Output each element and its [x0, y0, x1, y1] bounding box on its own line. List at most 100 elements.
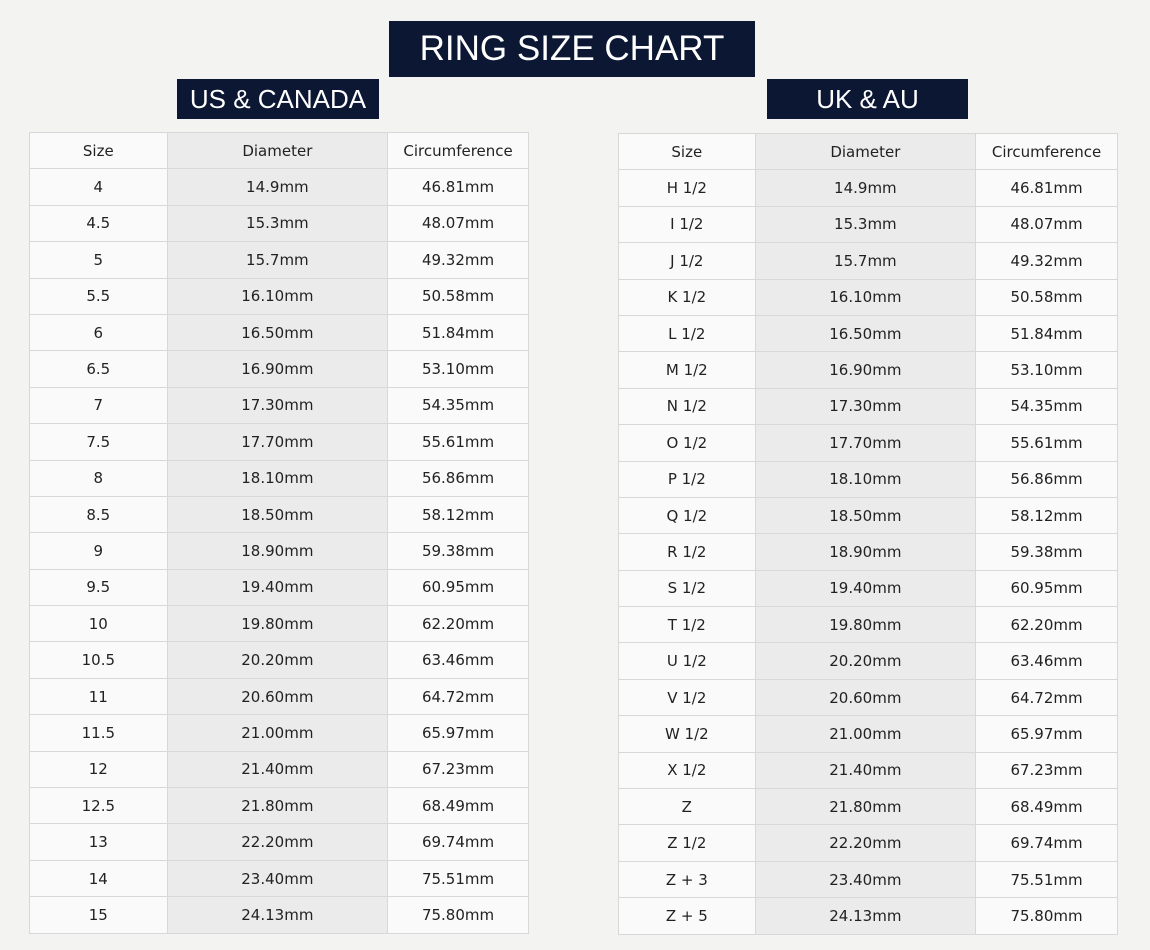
size-cell: U 1/2: [618, 642, 756, 680]
diameter-cell: 23.40mm: [754, 860, 977, 899]
circumference-cell: 75.80mm: [975, 897, 1118, 935]
table-row: 10.5 20.20mm 63.46mm: [29, 641, 529, 679]
size-cell: L 1/2: [618, 314, 756, 353]
diameter-cell: 19.80mm: [754, 606, 977, 644]
size-cell: 6.5: [29, 350, 168, 388]
circumference-cell: 48.07mm: [975, 205, 1118, 244]
diameter-cell: 17.30mm: [754, 387, 977, 426]
size-cell: P 1/2: [618, 460, 756, 498]
circumference-cell: 49.32mm: [387, 241, 529, 279]
circumference-cell: 65.97mm: [975, 715, 1118, 753]
size-cell: 7: [29, 386, 168, 425]
diameter-cell: 17.70mm: [166, 423, 389, 461]
circumference-cell: 55.61mm: [387, 423, 529, 461]
table-row: 6.5 16.90mm 53.10mm: [29, 350, 529, 388]
table-row: K 1/2 16.10mm 50.58mm: [618, 278, 1118, 316]
size-cell: 12.5: [29, 787, 168, 825]
size-cell: N 1/2: [618, 387, 756, 426]
table-row: H 1/2 14.9mm 46.81mm: [618, 169, 1118, 207]
diameter-cell: 21.00mm: [754, 715, 977, 753]
circumference-cell: 53.10mm: [975, 351, 1118, 389]
table-row: 8 18.10mm 56.86mm: [29, 459, 529, 497]
diameter-cell: 18.50mm: [166, 495, 389, 534]
circumference-cell: 49.32mm: [975, 242, 1118, 280]
size-cell: 4: [29, 168, 168, 206]
table-row: N 1/2 17.30mm 54.35mm: [618, 387, 1118, 426]
size-cell: 10.5: [29, 641, 168, 679]
diameter-cell: 20.60mm: [166, 677, 389, 716]
us-canada-size-table: Size Diameter Circumference 4 14.9mm 46.81mm 4…: [29, 131, 529, 934]
table-row: W 1/2 21.00mm 65.97mm: [618, 715, 1118, 753]
size-cell: 10: [29, 605, 168, 643]
circumference-cell: 55.61mm: [975, 424, 1118, 462]
table-row: 11 20.60mm 64.72mm: [29, 677, 529, 716]
diameter-cell: 20.20mm: [754, 642, 977, 680]
size-cell: 4.5: [29, 204, 168, 243]
circumference-cell: 58.12mm: [975, 496, 1118, 535]
table-row: M 1/2 16.90mm 53.10mm: [618, 351, 1118, 389]
diameter-cell: 18.50mm: [754, 496, 977, 535]
diameter-cell: 21.40mm: [166, 750, 389, 789]
circumference-cell: 46.81mm: [975, 169, 1118, 207]
diameter-cell: 20.20mm: [166, 641, 389, 679]
table-row: U 1/2 20.20mm 63.46mm: [618, 642, 1118, 680]
circumference-cell: 59.38mm: [975, 533, 1118, 571]
circumference-cell: 54.35mm: [975, 387, 1118, 426]
table-row: S 1/2 19.40mm 60.95mm: [618, 569, 1118, 608]
column-header: Circumference: [387, 131, 529, 170]
size-cell: Z + 5: [618, 897, 756, 935]
us-canada-heading: US & CANADA: [177, 79, 379, 119]
size-cell: Z 1/2: [618, 824, 756, 862]
circumference-cell: 67.23mm: [975, 751, 1118, 790]
diameter-cell: 18.90mm: [754, 533, 977, 571]
table-row: Q 1/2 18.50mm 58.12mm: [618, 496, 1118, 535]
circumference-cell: 46.81mm: [387, 168, 529, 206]
diameter-cell: 21.80mm: [166, 787, 389, 825]
table-row: 14 23.40mm 75.51mm: [29, 859, 529, 898]
diameter-cell: 16.10mm: [166, 277, 389, 315]
table-row: 12.5 21.80mm 68.49mm: [29, 787, 529, 825]
size-cell: K 1/2: [618, 278, 756, 316]
circumference-cell: 60.95mm: [387, 568, 529, 607]
diameter-cell: 24.13mm: [754, 897, 977, 935]
size-cell: R 1/2: [618, 533, 756, 571]
circumference-cell: 51.84mm: [387, 313, 529, 352]
size-cell: J 1/2: [618, 242, 756, 280]
diameter-cell: 15.7mm: [754, 242, 977, 280]
table-row: L 1/2 16.50mm 51.84mm: [618, 314, 1118, 353]
size-cell: T 1/2: [618, 606, 756, 644]
diameter-cell: 23.40mm: [166, 859, 389, 898]
diameter-cell: 19.80mm: [166, 605, 389, 643]
size-cell: 12: [29, 750, 168, 789]
diameter-cell: 20.60mm: [754, 678, 977, 717]
table-row: Z + 5 24.13mm 75.80mm: [618, 897, 1118, 935]
size-cell: M 1/2: [618, 351, 756, 389]
table-row: P 1/2 18.10mm 56.86mm: [618, 460, 1118, 498]
header-row: Size Diameter Circumference: [29, 131, 529, 170]
size-cell: 14: [29, 859, 168, 898]
diameter-cell: 16.10mm: [754, 278, 977, 316]
table-row: 7 17.30mm 54.35mm: [29, 386, 529, 425]
circumference-cell: 60.95mm: [975, 569, 1118, 608]
circumference-cell: 56.86mm: [387, 459, 529, 497]
size-cell: 13: [29, 823, 168, 861]
table-row: 8.5 18.50mm 58.12mm: [29, 495, 529, 534]
size-cell: S 1/2: [618, 569, 756, 608]
diameter-cell: 15.3mm: [754, 205, 977, 244]
diameter-cell: 16.90mm: [754, 351, 977, 389]
diameter-cell: 21.40mm: [754, 751, 977, 790]
table-row: 5.5 16.10mm 50.58mm: [29, 277, 529, 315]
size-cell: 15: [29, 896, 168, 934]
column-header: Size: [29, 131, 168, 170]
size-cell: O 1/2: [618, 424, 756, 462]
column-header: Circumference: [975, 132, 1118, 171]
circumference-cell: 63.46mm: [387, 641, 529, 679]
table-row: X 1/2 21.40mm 67.23mm: [618, 751, 1118, 790]
circumference-cell: 58.12mm: [387, 495, 529, 534]
table-row: 9.5 19.40mm 60.95mm: [29, 568, 529, 607]
circumference-cell: 75.51mm: [387, 859, 529, 898]
circumference-cell: 59.38mm: [387, 532, 529, 570]
circumference-cell: 53.10mm: [387, 350, 529, 388]
table-row: V 1/2 20.60mm 64.72mm: [618, 678, 1118, 717]
diameter-cell: 16.50mm: [754, 314, 977, 353]
